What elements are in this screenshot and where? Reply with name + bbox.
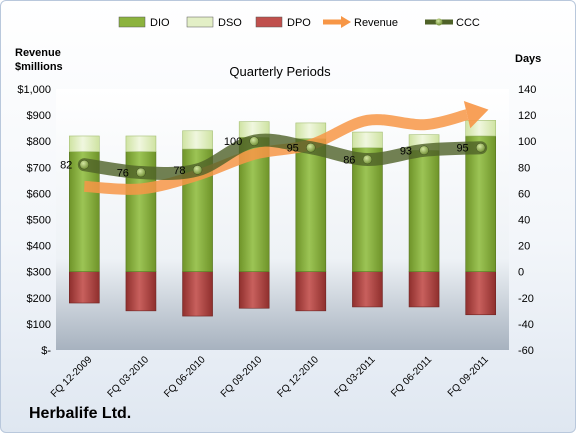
ccc-data-label: 86 — [343, 154, 355, 166]
bars — [69, 120, 496, 317]
left-axis-tick-label: $500 — [27, 215, 51, 227]
ccc-marker — [419, 145, 429, 156]
category-label: FQ 12-2010 — [275, 354, 321, 400]
ccc-data-label: 76 — [117, 168, 129, 180]
left-axis-tick-label: $400 — [27, 241, 51, 253]
lines: 82 76 78 100 95 86 93 95 — [60, 101, 489, 195]
company-name: Herbalife Ltd. — [29, 405, 132, 422]
revenue-line — [83, 109, 469, 195]
bar-dpo — [69, 271, 100, 304]
left-axis-label-line1: Revenue — [15, 47, 61, 59]
ccc-data-label: 100 — [224, 136, 242, 148]
category-label: FQ 09-2010 — [219, 354, 265, 400]
left-axis-tick-label: $- — [41, 345, 51, 357]
chart-title: Quarterly Periods — [229, 64, 331, 79]
category-label: FQ 12-2009 — [49, 354, 95, 400]
category-label: FQ 06-2010 — [162, 354, 208, 400]
right-axis-tick-label: 80 — [518, 162, 530, 174]
ccc-marker — [192, 165, 203, 175]
left-axis-tick-label: $300 — [27, 267, 51, 279]
right-axis-tick-label: -60 — [518, 345, 534, 357]
left-axis-tick-label: $600 — [27, 188, 51, 200]
ccc-data-label: 82 — [60, 160, 72, 172]
bar-dio — [352, 147, 383, 273]
right-axis-tick-label: 60 — [518, 188, 530, 200]
bar-dio — [408, 150, 440, 273]
category-label: FQ 06-2011 — [389, 354, 434, 399]
bar-dpo — [465, 271, 496, 316]
right-axis-tick-label: 40 — [518, 215, 530, 227]
category-label: FQ 03-2010 — [106, 354, 152, 400]
plot-area — [56, 89, 509, 350]
legend-swatch-revenue-head — [341, 16, 351, 28]
left-axis-label-line2: $millions — [15, 61, 63, 73]
right-axis-tick-label: -40 — [518, 319, 534, 331]
legend: DIO DSO DPO Revenue CCC — [118, 16, 480, 29]
left-axis-tick-label: $800 — [27, 136, 51, 148]
bar-dpo — [408, 271, 440, 308]
bar-dpo — [238, 271, 270, 309]
bar-dso — [69, 135, 100, 152]
ccc-line — [77, 133, 488, 180]
ccc-data-label: 95 — [456, 143, 468, 155]
ccc-marker — [249, 136, 259, 146]
legend-label-dio: DIO — [150, 17, 170, 29]
left-axis-tick-label: $1,000 — [17, 84, 51, 96]
legend-swatch-dio — [118, 16, 146, 28]
ccc-data-label: 78 — [173, 165, 185, 177]
ccc-marker — [475, 142, 486, 153]
legend-swatch-dso — [186, 16, 214, 28]
legend-swatch-dpo — [255, 16, 283, 28]
right-axis-tick-label: 120 — [518, 110, 536, 122]
bar-dio — [295, 138, 327, 272]
left-axis-tick-label: $100 — [27, 319, 51, 331]
legend-label-ccc: CCC — [456, 17, 480, 29]
bar-dso — [125, 135, 157, 152]
legend-label-revenue: Revenue — [354, 17, 398, 29]
legend-label-dso: DSO — [218, 17, 242, 29]
right-axis-tick-label: 20 — [518, 241, 530, 253]
axes: $- $100 $200 $300 $400 $500 $600 $700 $800 $900 $1… — [17, 84, 536, 357]
right-axis-label: Days — [515, 53, 541, 65]
ccc-marker — [79, 159, 90, 170]
bar-dpo — [182, 271, 213, 317]
bar-dso — [352, 131, 383, 149]
ccc-data-label: 93 — [400, 145, 412, 157]
category-label: FQ 03-2011 — [333, 354, 378, 399]
right-axis-tick-label: 0 — [518, 267, 524, 279]
ccc-marker — [136, 167, 146, 178]
bar-dso — [295, 122, 327, 139]
bar-dio — [465, 135, 496, 272]
right-axis-tick-label: 100 — [518, 136, 536, 148]
right-axis-tick-label: -20 — [518, 293, 534, 305]
bar-dso — [182, 130, 213, 150]
left-axis-tick-label: $200 — [27, 293, 51, 305]
legend-label-dpo: DPO — [287, 17, 311, 29]
bar-dpo — [125, 271, 157, 312]
category-label: FQ 09-2011 — [446, 354, 491, 399]
bar-dpo — [352, 271, 383, 308]
right-axis-tick-label: 140 — [518, 84, 536, 96]
left-axis-tick-label: $700 — [27, 162, 51, 174]
bar-dpo — [295, 271, 327, 312]
legend-swatch-ccc-marker — [435, 18, 443, 26]
revenue-arrowhead — [463, 101, 489, 129]
left-axis-tick-label: $900 — [27, 110, 51, 122]
ccc-marker — [362, 154, 373, 165]
ccc-marker — [306, 142, 316, 153]
category-labels: FQ 12-2009 FQ 03-2010 FQ 06-2010 FQ 09-2010… — [49, 354, 491, 400]
ccc-data-label: 95 — [287, 143, 299, 155]
